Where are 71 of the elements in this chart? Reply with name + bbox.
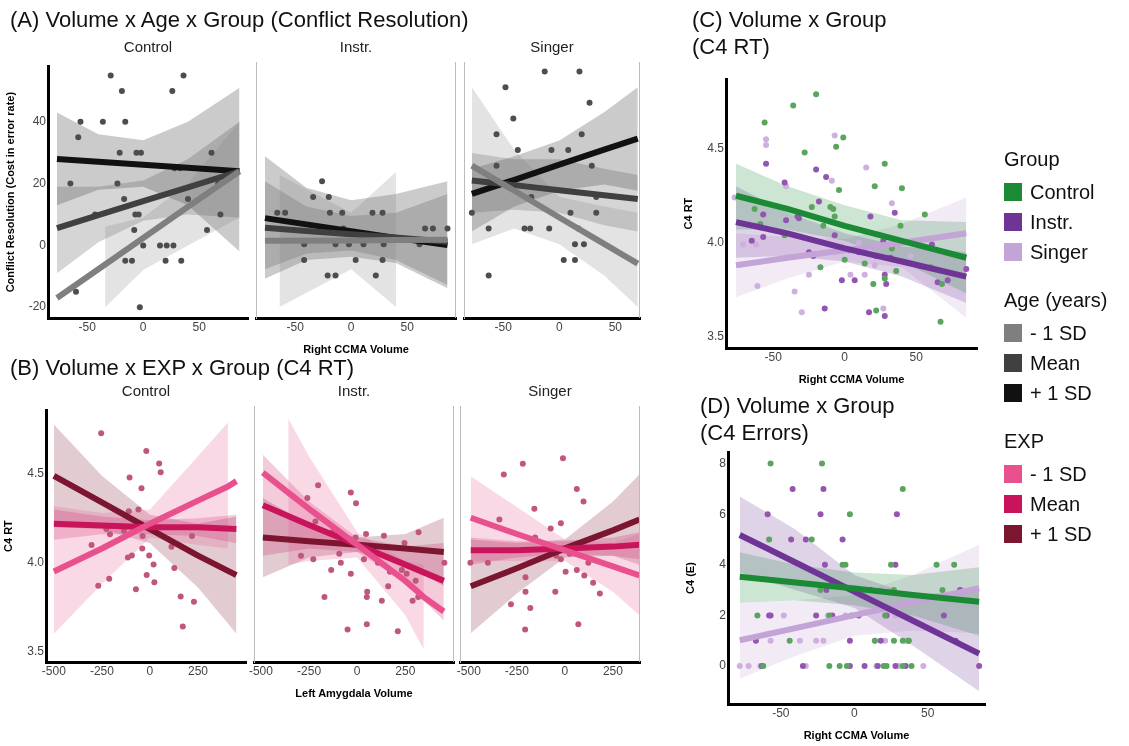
x-tick-label: -50 [78,319,97,334]
y-axis-title: C4 RT [681,197,694,230]
x-tick-label: 0 [353,663,361,678]
legend-title: Group [1004,148,1061,171]
y-tick-label: 4.0 [27,555,45,570]
x-tick-label: 250 [187,663,209,678]
x-tick-label: 0 [146,663,154,678]
chart-title: (D) Volume x Group (C4 Errors) [700,392,896,446]
x-tick-label: 50 [921,705,935,720]
y-axis-title: C4 (E) [683,561,696,594]
x-tick-label: -50 [494,319,513,334]
x-tick-label: 0 [841,349,849,364]
x-tick-label: -50 [764,349,783,364]
chart-subtitle: Control [122,38,174,55]
legend-title: Age (years) [1004,289,1108,312]
x-tick-label: -50 [772,705,790,720]
y-tick-label: 4 [719,557,727,572]
y-tick-label: 6 [719,506,727,521]
legend-label: Singer [1030,240,1088,264]
x-tick-label: -500 [41,663,67,678]
y-tick-label: 3.5 [27,643,45,658]
x-tick-label: -250 [89,663,115,678]
x-tick-label: 0 [850,705,858,720]
legend-label: Instr. [1030,210,1074,234]
y-tick-label: 40 [32,114,47,129]
chart-title: (A) Volume x Age x Group (Conflict Resolution) [10,6,470,33]
legend-label: + 1 SD [1030,522,1092,546]
y-axis-title: C4 RT [1,519,14,552]
x-tick-label: 50 [192,319,207,334]
x-tick-label: -250 [297,663,322,678]
y-axis-title: Conflict Resolution (Cost in error rate) [3,91,16,293]
y-tick-label: 3.5 [707,329,725,344]
chart-title: (B) Volume x EXP x Group (C4 RT) [10,355,355,381]
legend-title: EXP [1004,430,1046,453]
x-tick-label: -500 [248,663,274,678]
chart-subtitle: Singer [527,382,573,399]
y-tick-label: 4.5 [707,141,725,156]
y-tick-label: 0 [39,237,47,252]
x-tick-label: 0 [139,319,147,334]
legend-label: Mean [1030,492,1081,516]
x-axis-title: Right CCMA Volume [798,373,905,386]
x-axis-title: Right CCMA Volume [803,729,910,742]
legend-label: - 1 SD [1030,321,1087,345]
y-tick-label: 4.5 [27,466,45,481]
y-tick-label: 2 [719,607,727,622]
y-tick-label: 4.0 [707,235,725,250]
y-tick-label: -20 [28,299,47,314]
x-tick-label: 50 [608,319,623,334]
x-axis-title: Left Amygdala Volume [295,687,413,700]
x-tick-label: 50 [909,349,924,364]
chart-subtitle: Instr. [338,38,374,55]
legend-label: Control [1030,180,1095,204]
x-tick-label: -50 [286,319,305,334]
legend-label: + 1 SD [1030,381,1092,405]
y-tick-label: 8 [719,455,727,470]
x-tick-label: 0 [561,663,569,678]
legend-label: Mean [1030,351,1081,375]
x-tick-label: -500 [456,663,482,678]
chart-subtitle: Control [120,382,172,399]
x-tick-label: 50 [400,319,415,334]
legend-label: - 1 SD [1030,462,1087,486]
chart-subtitle: Singer [529,38,575,55]
x-tick-label: 250 [395,663,416,678]
y-tick-label: 20 [32,175,47,190]
x-tick-label: 250 [602,663,624,678]
chart-subtitle: Instr. [336,382,372,399]
x-tick-label: 0 [555,319,563,334]
chart-title: (C) Volume x Group (C4 RT) [692,6,888,60]
x-axis-title: Right CCMA Volume [303,343,409,356]
x-tick-label: -250 [504,663,530,678]
x-tick-label: 0 [347,319,355,334]
